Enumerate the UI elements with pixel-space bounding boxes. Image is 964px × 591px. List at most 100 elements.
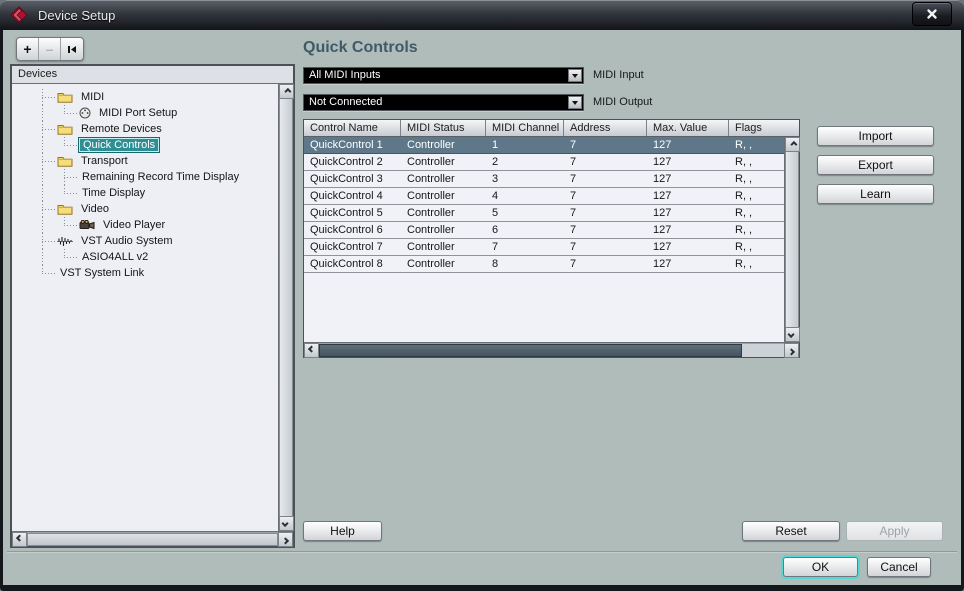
tree-vscroll-thumb[interactable] [279, 99, 293, 516]
column-header-midi-status[interactable]: MIDI Status [401, 120, 486, 136]
scroll-left-button[interactable] [12, 532, 27, 547]
scroll-right-button[interactable] [278, 532, 293, 547]
tree-hscroll-track[interactable] [27, 532, 278, 546]
tree-item-remote-devices[interactable]: Remote Devices [12, 121, 278, 137]
tree-item-video-player[interactable]: Video Player [12, 217, 278, 233]
export-button[interactable]: Export [817, 155, 934, 175]
cancel-button[interactable]: Cancel [867, 557, 931, 577]
tree-item-quick-controls[interactable]: Quick Controls [12, 137, 278, 153]
table-cell: 3 [492, 173, 499, 185]
tree-connector-stub [64, 225, 77, 226]
folder-icon [57, 125, 73, 135]
table-cell: QuickControl 1 [310, 139, 383, 151]
table-cell: 7 [492, 241, 499, 253]
table-row[interactable]: QuickControl 3 Controller 3 7 127 R, , [304, 171, 784, 188]
title-bar[interactable]: Device Setup [0, 0, 964, 30]
chevron-down-icon [281, 519, 289, 528]
window-title: Device Setup [38, 7, 116, 23]
scroll-down-button[interactable] [279, 516, 294, 531]
table-horizontal-scrollbar[interactable] [304, 342, 799, 358]
midi-input-dropdown-button[interactable] [568, 69, 582, 82]
dropdown-arrow-icon [572, 73, 578, 78]
midi-output-select[interactable]: Not Connected [303, 94, 584, 111]
tree-item-video[interactable]: Video [12, 201, 278, 217]
folder-icon [57, 157, 73, 167]
table-cell: 5 [492, 207, 499, 219]
table-cell: R, , [735, 207, 753, 219]
tree-item-time-display[interactable]: Time Display [12, 185, 278, 201]
tree-connector-stub [64, 257, 77, 258]
add-device-button[interactable]: + [17, 38, 39, 60]
help-button[interactable]: Help [303, 521, 382, 541]
reset-device-button[interactable] [61, 38, 83, 60]
table-cell: 7 [570, 190, 577, 202]
table-cell: 7 [570, 207, 577, 219]
tree-connector-line [64, 217, 65, 225]
table-cell: Controller [407, 156, 455, 168]
table-hscroll-thumb[interactable] [319, 344, 743, 357]
remove-device-button[interactable]: – [39, 38, 61, 60]
column-header-control-name[interactable]: Control Name [304, 120, 401, 136]
scroll-right-button[interactable] [784, 343, 799, 358]
table-vscroll-thumb[interactable] [785, 152, 799, 327]
tree-connector-line [42, 169, 43, 185]
table-row[interactable]: QuickControl 5 Controller 5 7 127 R, , [304, 205, 784, 222]
tree-item-vst-audio-system[interactable]: VST Audio System [12, 233, 278, 249]
table-vertical-scrollbar[interactable] [784, 137, 800, 342]
table-cell: R, , [735, 190, 753, 202]
dropdown-arrow-icon [572, 100, 578, 105]
table-cell: 127 [653, 156, 672, 168]
go-to-start-icon [68, 45, 76, 53]
midi-output-value: Not Connected [309, 96, 383, 108]
tree-item-asio4all-v2[interactable]: ASIO4ALL v2 [12, 249, 278, 265]
tree-connector-line [64, 105, 65, 113]
apply-button[interactable]: Apply [846, 521, 943, 541]
import-button[interactable]: Import [817, 126, 934, 146]
tree-item-vst-system-link[interactable]: VST System Link [12, 265, 278, 281]
table-cell: R, , [735, 224, 753, 236]
table-row[interactable]: QuickControl 7 Controller 7 7 127 R, , [304, 239, 784, 256]
column-header-midi-channel[interactable]: MIDI Channel [486, 120, 564, 136]
table-hscroll-track[interactable] [319, 343, 784, 357]
reset-button[interactable]: Reset [742, 521, 840, 541]
tree-item-midi-port-setup[interactable]: MIDI Port Setup [12, 105, 278, 121]
tree-item-midi[interactable]: MIDI [12, 89, 278, 105]
ok-button[interactable]: OK [783, 557, 858, 577]
table-cell: R, , [735, 173, 753, 185]
tree-connector-stub [64, 193, 77, 194]
folder-icon [57, 93, 73, 103]
tree-vertical-scrollbar[interactable] [278, 84, 294, 531]
scroll-up-button[interactable] [279, 84, 294, 99]
tree-connector-line [64, 249, 65, 257]
devices-panel: Devices MIDI MIDI Port Setup Remote Device… [10, 64, 295, 548]
chevron-right-icon [787, 348, 796, 356]
scroll-down-button[interactable] [785, 327, 800, 342]
table-row[interactable]: QuickControl 2 Controller 2 7 127 R, , [304, 154, 784, 171]
tree-connector-line [42, 217, 43, 233]
device-toolbar: + – [16, 37, 84, 61]
tree-item-label: Time Display [82, 187, 146, 199]
tree-item-transport[interactable]: Transport [12, 153, 278, 169]
table-cell: Controller [407, 190, 455, 202]
close-button[interactable] [912, 2, 952, 26]
column-header-max-value[interactable]: Max. Value [647, 120, 729, 136]
scroll-up-button[interactable] [785, 137, 800, 152]
chevron-left-icon [307, 345, 316, 353]
tree-horizontal-scrollbar[interactable] [12, 531, 293, 547]
scroll-left-button[interactable] [304, 343, 319, 358]
tree-item-remaining-record-time-display[interactable]: Remaining Record Time Display [12, 169, 278, 185]
table-row[interactable]: QuickControl 1 Controller 1 7 127 R, , [304, 137, 784, 154]
midi-output-dropdown-button[interactable] [568, 96, 582, 109]
table-row[interactable]: QuickControl 6 Controller 6 7 127 R, , [304, 222, 784, 239]
midi-input-select[interactable]: All MIDI Inputs [303, 67, 584, 84]
tree-connector-stub [42, 209, 55, 210]
tree-item-label: Quick Controls [79, 138, 160, 152]
table-row[interactable]: QuickControl 8 Controller 8 7 127 R, , [304, 256, 784, 273]
column-header-address[interactable]: Address [564, 120, 647, 136]
tree-hscroll-thumb[interactable] [27, 533, 278, 546]
learn-button[interactable]: Learn [817, 184, 934, 204]
table-cell: 127 [653, 224, 672, 236]
table-row[interactable]: QuickControl 4 Controller 4 7 127 R, , [304, 188, 784, 205]
column-header-flags[interactable]: Flags [735, 122, 762, 134]
